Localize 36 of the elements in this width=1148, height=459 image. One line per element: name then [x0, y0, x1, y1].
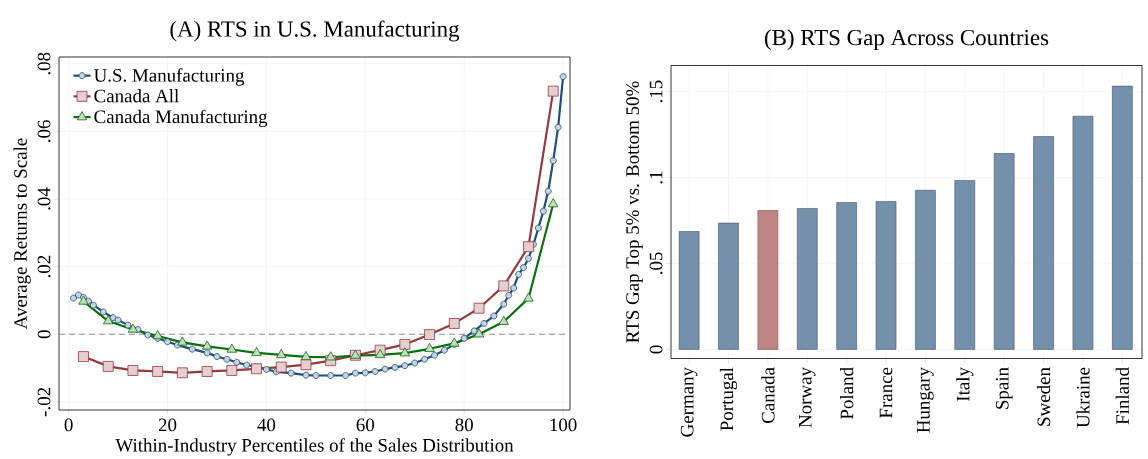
x-tick-label: Ukraine — [1076, 367, 1090, 428]
y-tick-label: 0 — [37, 330, 51, 339]
x-tick-label: Norway — [799, 367, 816, 428]
x-tick-label: 20 — [158, 418, 177, 432]
x-tick-label: 0 — [64, 418, 73, 432]
x-tick-label: Finland — [1115, 367, 1129, 425]
legend-label: U.S. Manufacturing — [93, 68, 245, 86]
legend-label: Canada All — [94, 89, 179, 103]
y-tick-label: .04 — [37, 187, 51, 210]
y-tick-label: .05 — [649, 252, 663, 275]
x-tick-label: France — [879, 367, 893, 418]
x-tick-label: Canada — [761, 367, 775, 423]
x-tick-label: Spain — [995, 367, 1013, 409]
x-tick-label: Hungary — [917, 367, 934, 433]
y-axis-title: RTS Gap Top 5% vs. Bottom 50% — [626, 81, 643, 343]
chart-title: (B) RTS Gap Across Countries — [765, 29, 1049, 50]
x-tick-label: Sweden — [1036, 367, 1051, 426]
y-tick-label: .08 — [37, 52, 51, 75]
x-tick-label: Poland — [840, 367, 854, 420]
x-tick-label: 40 — [257, 418, 276, 432]
x-tick-label: 80 — [455, 418, 473, 432]
x-tick-label: Portugal — [719, 367, 738, 431]
x-tick-label: Germany — [680, 367, 698, 437]
legend-label: Canada Manufacturing — [94, 109, 268, 128]
x-tick-label: Italy — [956, 367, 974, 402]
y-tick-label: .06 — [37, 120, 51, 142]
x-axis-title: Within-Industry Percentiles of the Sales Distribution — [115, 438, 514, 456]
y-tick-label: 0 — [649, 345, 663, 354]
y-tick-label: .02 — [37, 255, 51, 278]
y-tick-label: .1 — [649, 171, 663, 184]
x-tick-label: 60 — [356, 418, 375, 432]
x-tick-label: 100 — [550, 418, 577, 432]
y-tick-label: .15 — [649, 80, 663, 103]
chart-title: (A) RTS in U.S. Manufacturing — [170, 20, 460, 42]
y-axis-title: Average Returns to Scale — [13, 138, 31, 330]
y-tick-label: -.02 — [37, 387, 51, 417]
